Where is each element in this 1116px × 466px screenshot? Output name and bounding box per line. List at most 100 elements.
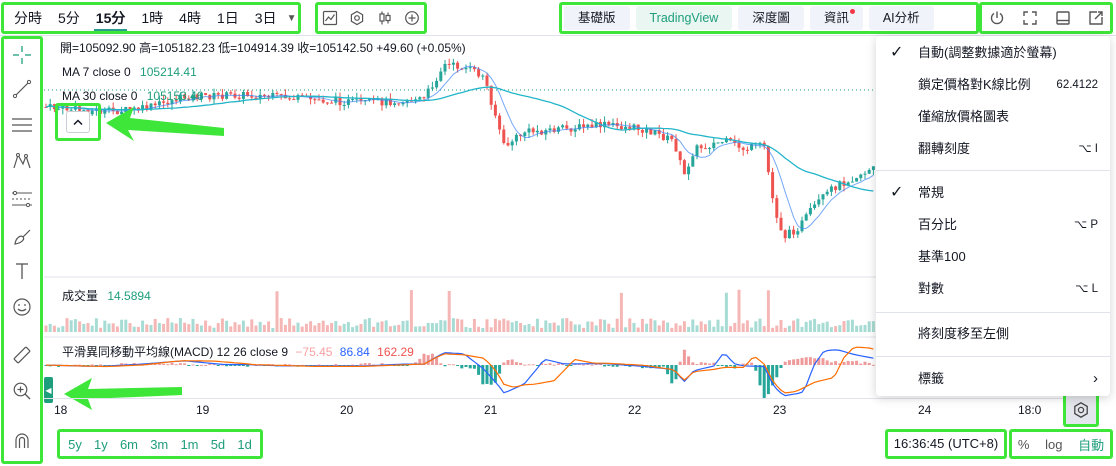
volume-bar (325, 325, 329, 332)
view-ai-analysis[interactable]: AI分析 (868, 6, 934, 30)
fullscreen-icon[interactable] (1021, 9, 1039, 27)
volume-bar (502, 318, 506, 332)
toolbar-toggle-handle[interactable]: ◀ (44, 377, 53, 403)
axis-settings-button[interactable] (1063, 393, 1099, 427)
interval-dropdown-icon[interactable]: ▼ (286, 12, 297, 24)
candle (531, 128, 535, 133)
interval-3d[interactable]: 3日 (254, 10, 277, 26)
menu-item-label: 鎖定價格對K線比例 (918, 77, 1031, 92)
interval-tick[interactable]: 分時 (14, 10, 42, 26)
menu-item-scale-price-only[interactable]: 僅縮放價格圖表 (876, 102, 1110, 132)
macd-hist-bar (367, 363, 371, 365)
range-1d[interactable]: 1d (237, 436, 252, 452)
panel-layout-icon[interactable] (1054, 9, 1072, 27)
volume-bar (128, 323, 132, 332)
range-1m[interactable]: 1m (180, 436, 199, 452)
range-5y[interactable]: 5y (68, 436, 82, 452)
candle (359, 98, 363, 101)
macd-hist-bar (195, 365, 199, 366)
volume-bar (309, 321, 313, 332)
emoji-icon[interactable] (10, 295, 34, 319)
interval-1h[interactable]: 1時 (141, 10, 164, 26)
macd-hist-bar (716, 365, 720, 366)
volume-bar (829, 327, 833, 332)
pattern-tool-icon[interactable] (10, 149, 34, 173)
scale-percent[interactable]: % (1017, 436, 1030, 452)
text-tool-icon[interactable] (10, 259, 34, 283)
magnet-icon[interactable] (10, 429, 34, 453)
price-chart[interactable] (44, 37, 876, 398)
menu-item-percent[interactable]: 百分比 ⌥ P (876, 210, 1110, 240)
candle (871, 166, 875, 171)
scale-auto[interactable]: 自動 (1078, 437, 1105, 453)
macd-hist-bar (166, 364, 170, 366)
candle (586, 124, 590, 128)
candle (708, 148, 712, 150)
volume-bar (787, 325, 791, 332)
candle (691, 156, 695, 167)
volume-bar (414, 326, 418, 332)
menu-item-invert[interactable]: 翻轉刻度 ⌥ I (876, 134, 1110, 164)
brush-icon[interactable] (10, 225, 34, 249)
menu-item-labels[interactable]: 標籤 › (876, 364, 1110, 394)
volume-bar (573, 324, 577, 332)
menu-item-indexed[interactable]: 基準100 (876, 242, 1110, 272)
fib-tool-icon[interactable] (10, 187, 34, 211)
candle (590, 124, 594, 128)
volume-bar (275, 291, 279, 332)
volume-bar (766, 290, 770, 332)
interval-5m[interactable]: 5分 (58, 10, 80, 26)
volume-bar (321, 320, 325, 332)
range-5d[interactable]: 5d (210, 436, 226, 452)
trend-line-icon[interactable] (10, 77, 34, 101)
candle (594, 122, 598, 128)
interval-1d[interactable]: 1日 (216, 10, 239, 26)
legend-collapse-button[interactable] (55, 103, 101, 141)
menu-item-regular[interactable]: ✓ 常規 (876, 178, 1110, 208)
indicators-icon[interactable] (321, 9, 339, 27)
timezone-clock[interactable]: 16:36:45 (UTC+8) (885, 429, 1007, 459)
candle (195, 94, 199, 100)
menu-item-lock-ratio[interactable]: 鎖定價格對K線比例 62.4122 (876, 70, 1110, 100)
macd-hist-bar (611, 365, 615, 367)
volume-bar (157, 323, 161, 332)
range-3m[interactable]: 3m (150, 436, 169, 452)
settings-gear-icon[interactable] (348, 9, 366, 27)
ruler-icon[interactable] (10, 343, 34, 367)
zoom-in-icon[interactable] (10, 379, 34, 403)
menu-item-move-left[interactable]: 將刻度移至左側 (876, 319, 1110, 349)
candle (695, 145, 699, 157)
candle (355, 98, 359, 100)
scale-log[interactable]: log (1045, 436, 1063, 452)
range-6m[interactable]: 6m (119, 436, 138, 452)
volume-bar (670, 327, 674, 332)
range-1y[interactable]: 1y (94, 436, 108, 452)
volume-bar (384, 320, 388, 332)
candle (582, 124, 586, 128)
volume-bar (162, 323, 166, 332)
power-icon[interactable] (988, 9, 1006, 27)
candle-style-icon[interactable] (376, 9, 394, 27)
view-basic[interactable]: 基礎版 (564, 6, 630, 30)
interval-15m[interactable]: 15分 (88, 3, 134, 33)
candle (838, 181, 842, 190)
time-axis[interactable]: 18 19 20 21 22 23 24 18:0 (44, 398, 1068, 422)
share-icon[interactable] (1087, 9, 1105, 27)
crosshair-icon[interactable] (10, 43, 34, 67)
candle (166, 102, 170, 105)
volume-bar (99, 327, 103, 332)
view-depth[interactable]: 深度圖 (738, 6, 804, 30)
volume-bar (594, 325, 598, 332)
interval-4h[interactable]: 4時 (179, 10, 201, 26)
chevron-up-icon[interactable] (66, 111, 90, 133)
view-news[interactable]: 資訊 (809, 6, 863, 30)
menu-item-log[interactable]: 對數 ⌥ L (876, 274, 1110, 304)
settings-gear-icon (1074, 402, 1088, 418)
volume-bar (666, 322, 670, 332)
horizontal-lines-icon[interactable] (10, 113, 34, 137)
candle (523, 132, 527, 137)
compare-add-icon[interactable] (403, 9, 421, 27)
volume-bar (682, 321, 686, 332)
menu-item-auto[interactable]: ✓ 自動(調整數據適於螢幕) (876, 38, 1110, 68)
view-tradingview[interactable]: TradingView (635, 6, 733, 30)
